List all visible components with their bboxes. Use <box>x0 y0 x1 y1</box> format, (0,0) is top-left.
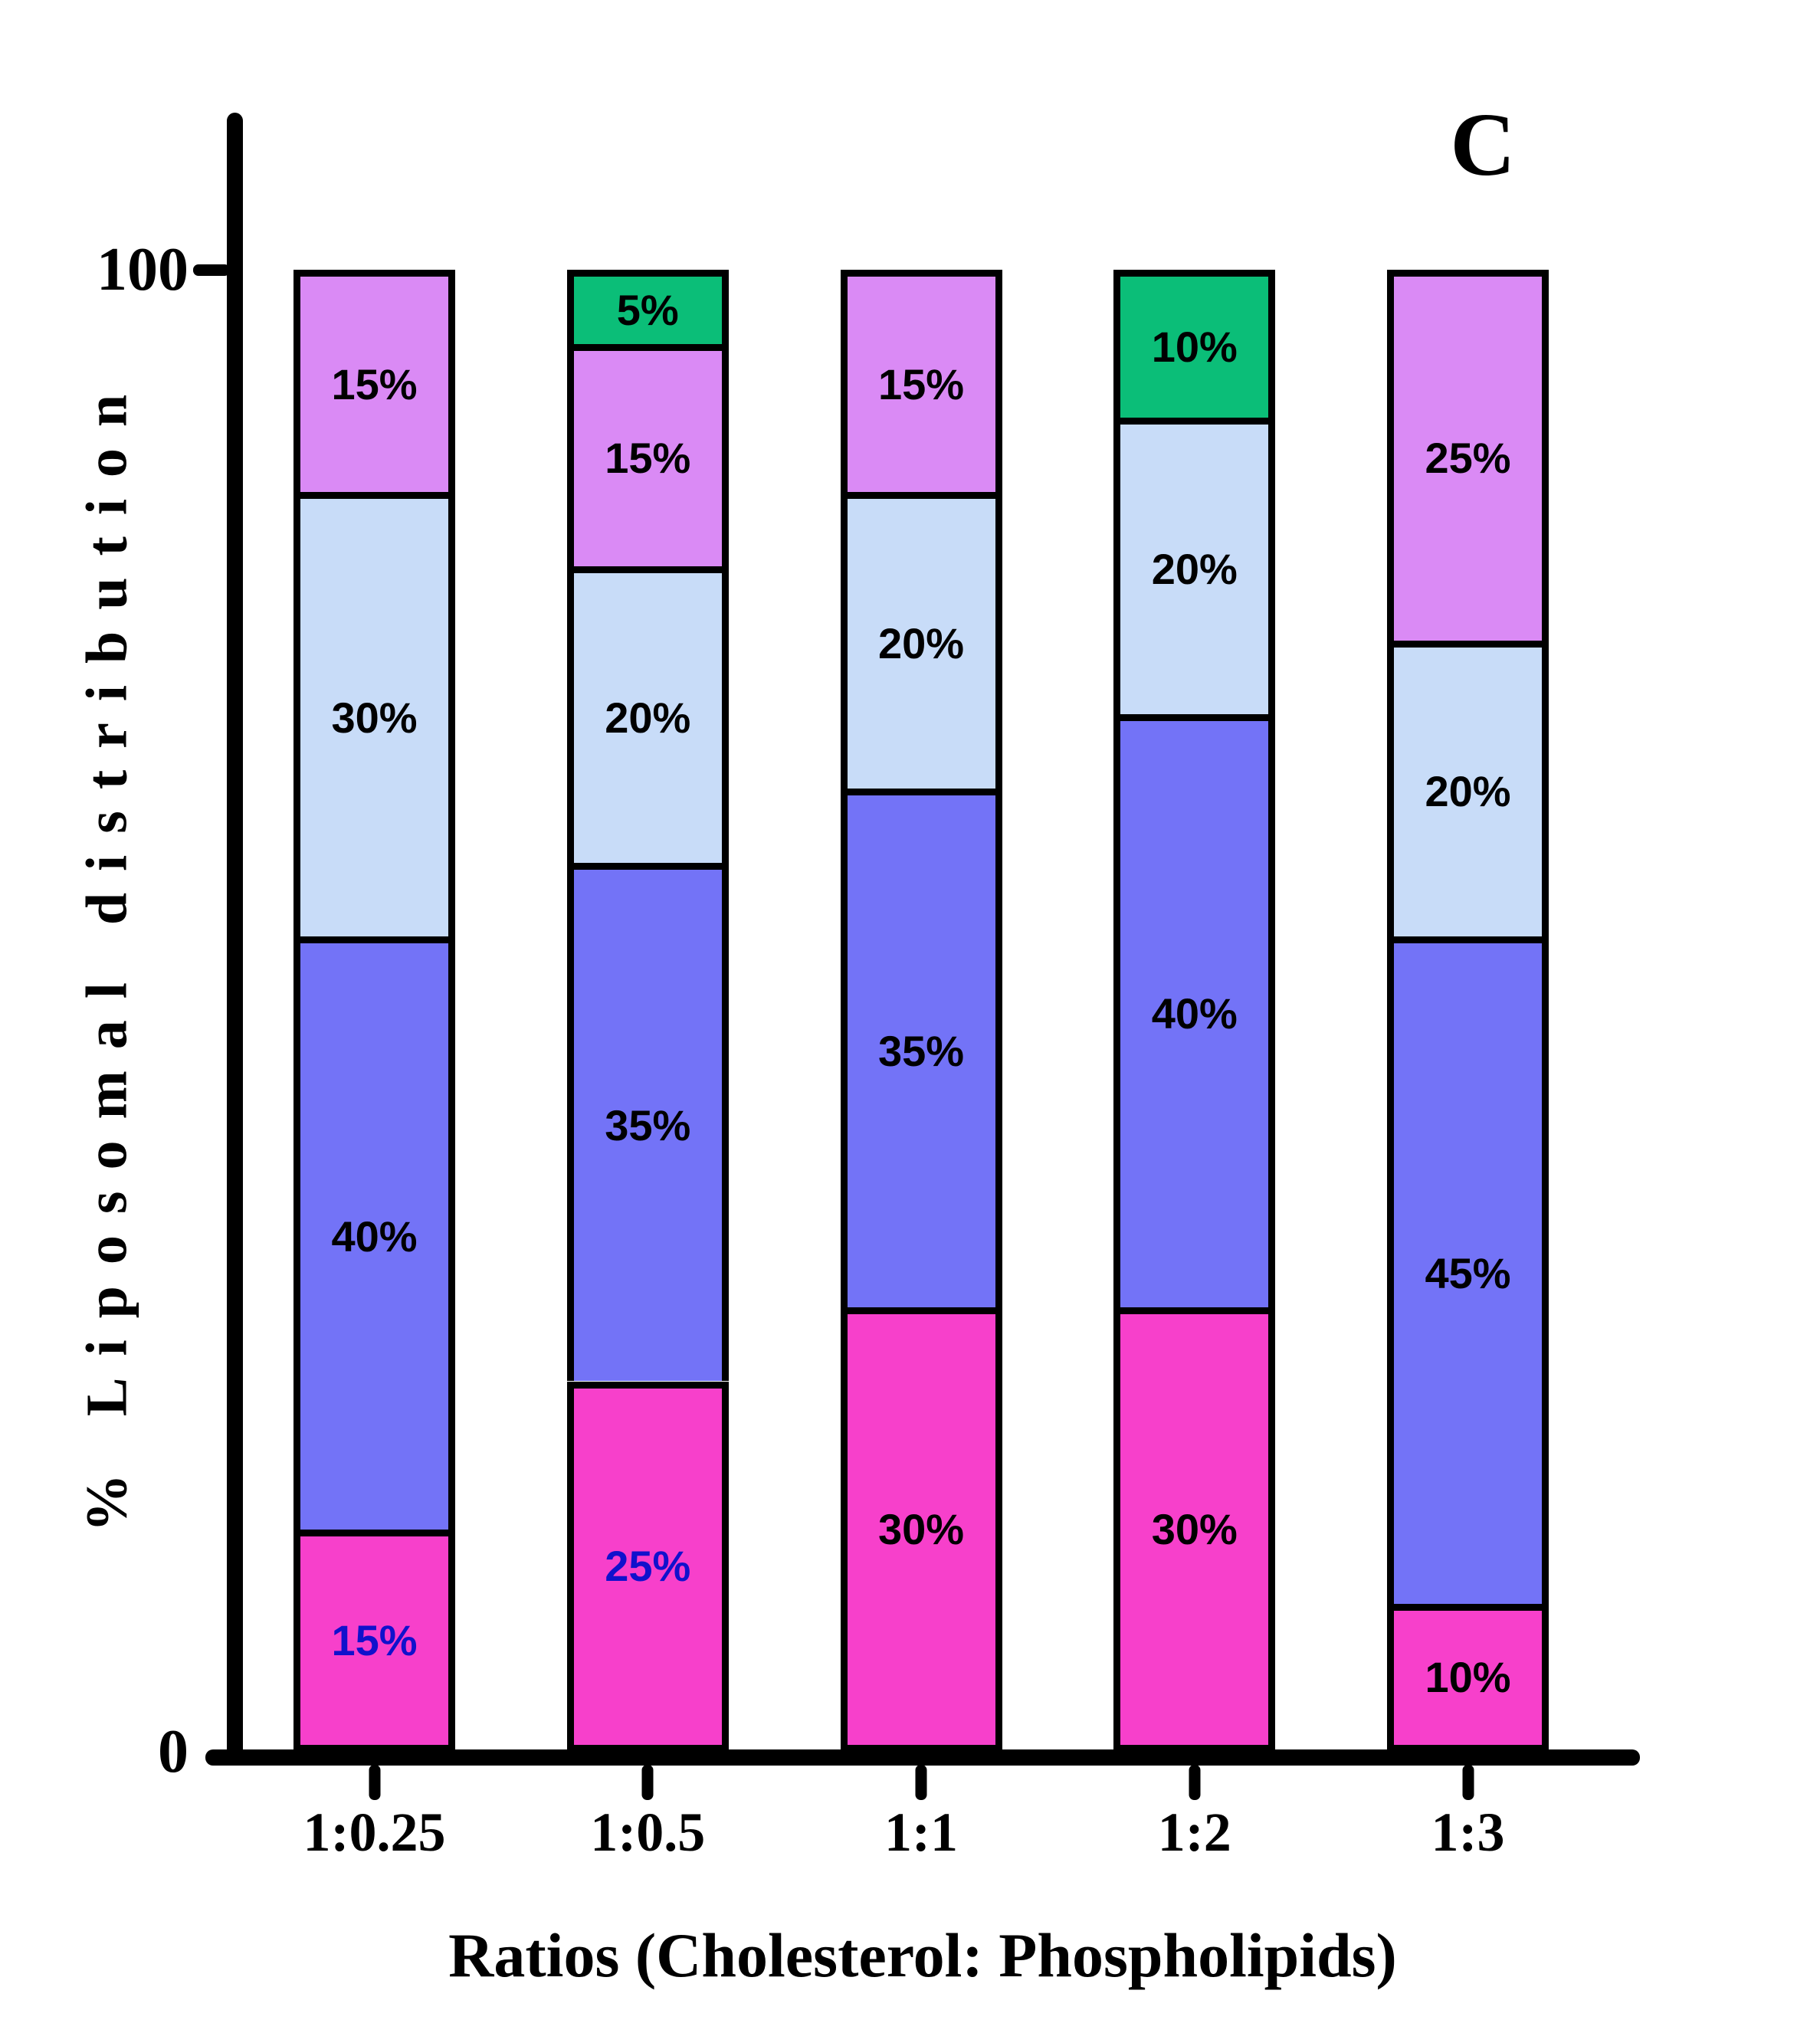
panel-label: C <box>1450 94 1516 195</box>
bar-segment: 15% <box>840 270 1002 493</box>
bar-segment: 20% <box>1113 418 1276 715</box>
bar-segment: 20% <box>1387 640 1549 937</box>
bar-segment: 35% <box>566 862 729 1382</box>
x-axis-title: Ratios (Cholesterol: Phospholipids) <box>448 1920 1397 1990</box>
bar-segment: 40% <box>293 936 455 1530</box>
segment-label: 30% <box>877 1504 965 1553</box>
segment-label: 15% <box>331 1615 418 1664</box>
x-tick <box>369 1765 380 1800</box>
segment-label: 15% <box>877 359 965 408</box>
x-tick <box>641 1765 654 1800</box>
x-tick-label: 1:3 <box>1431 1802 1505 1863</box>
segment-label: 35% <box>605 1100 691 1149</box>
bar-segment: 30% <box>840 1307 1002 1752</box>
bar-segment: 30% <box>1113 1307 1276 1752</box>
y-axis-line <box>227 113 243 1759</box>
y-tick-label: 100 <box>97 236 189 303</box>
segment-label: 10% <box>1151 323 1238 372</box>
x-tick-label: 1:2 <box>1157 1802 1231 1863</box>
bar-segment: 10% <box>1113 270 1276 418</box>
bar-segment: 35% <box>840 788 1002 1307</box>
bar-segment: 10% <box>1387 1603 1549 1752</box>
bar-segment: 25% <box>1387 270 1549 641</box>
bar-segment: 40% <box>1113 714 1276 1307</box>
segment-label: 30% <box>331 693 418 742</box>
bar-segment: 25% <box>566 1381 729 1752</box>
segment-label: 35% <box>877 1026 965 1075</box>
x-tick-label: 1:1 <box>884 1802 958 1863</box>
segment-label: 20% <box>1425 767 1511 816</box>
x-tick <box>915 1765 927 1800</box>
segment-label: 15% <box>331 359 418 408</box>
x-tick <box>1462 1765 1474 1800</box>
bar-segment: 45% <box>1387 936 1549 1604</box>
y-tick <box>193 264 230 276</box>
segment-label: 20% <box>1151 545 1238 594</box>
y-axis-title: % Liposomal distribution <box>74 372 139 1533</box>
segment-label: 10% <box>1425 1653 1511 1702</box>
bar-segment: 15% <box>293 1529 455 1752</box>
segment-label: 25% <box>1425 434 1511 483</box>
bar-segment: 20% <box>566 566 729 863</box>
x-axis-line <box>205 1749 1640 1766</box>
bar-segment: 30% <box>293 492 455 937</box>
bar-segment: 20% <box>840 492 1002 789</box>
segment-label: 5% <box>616 285 679 334</box>
segment-label: 15% <box>605 434 691 483</box>
segment-label: 45% <box>1425 1248 1511 1297</box>
segment-label: 40% <box>1151 989 1238 1038</box>
x-tick-label: 1:0.25 <box>303 1802 446 1863</box>
bar-segment: 15% <box>293 270 455 493</box>
segment-label: 20% <box>877 618 965 667</box>
bar-segment: 5% <box>566 270 729 344</box>
x-tick <box>1189 1765 1201 1800</box>
segment-label: 40% <box>331 1212 418 1261</box>
segment-label: 20% <box>605 693 691 742</box>
x-tick-label: 1:0.5 <box>590 1802 706 1863</box>
segment-label: 30% <box>1151 1504 1238 1553</box>
y-tick-label: 0 <box>158 1718 189 1785</box>
segment-label: 25% <box>605 1542 691 1591</box>
bar-segment: 15% <box>566 343 729 566</box>
